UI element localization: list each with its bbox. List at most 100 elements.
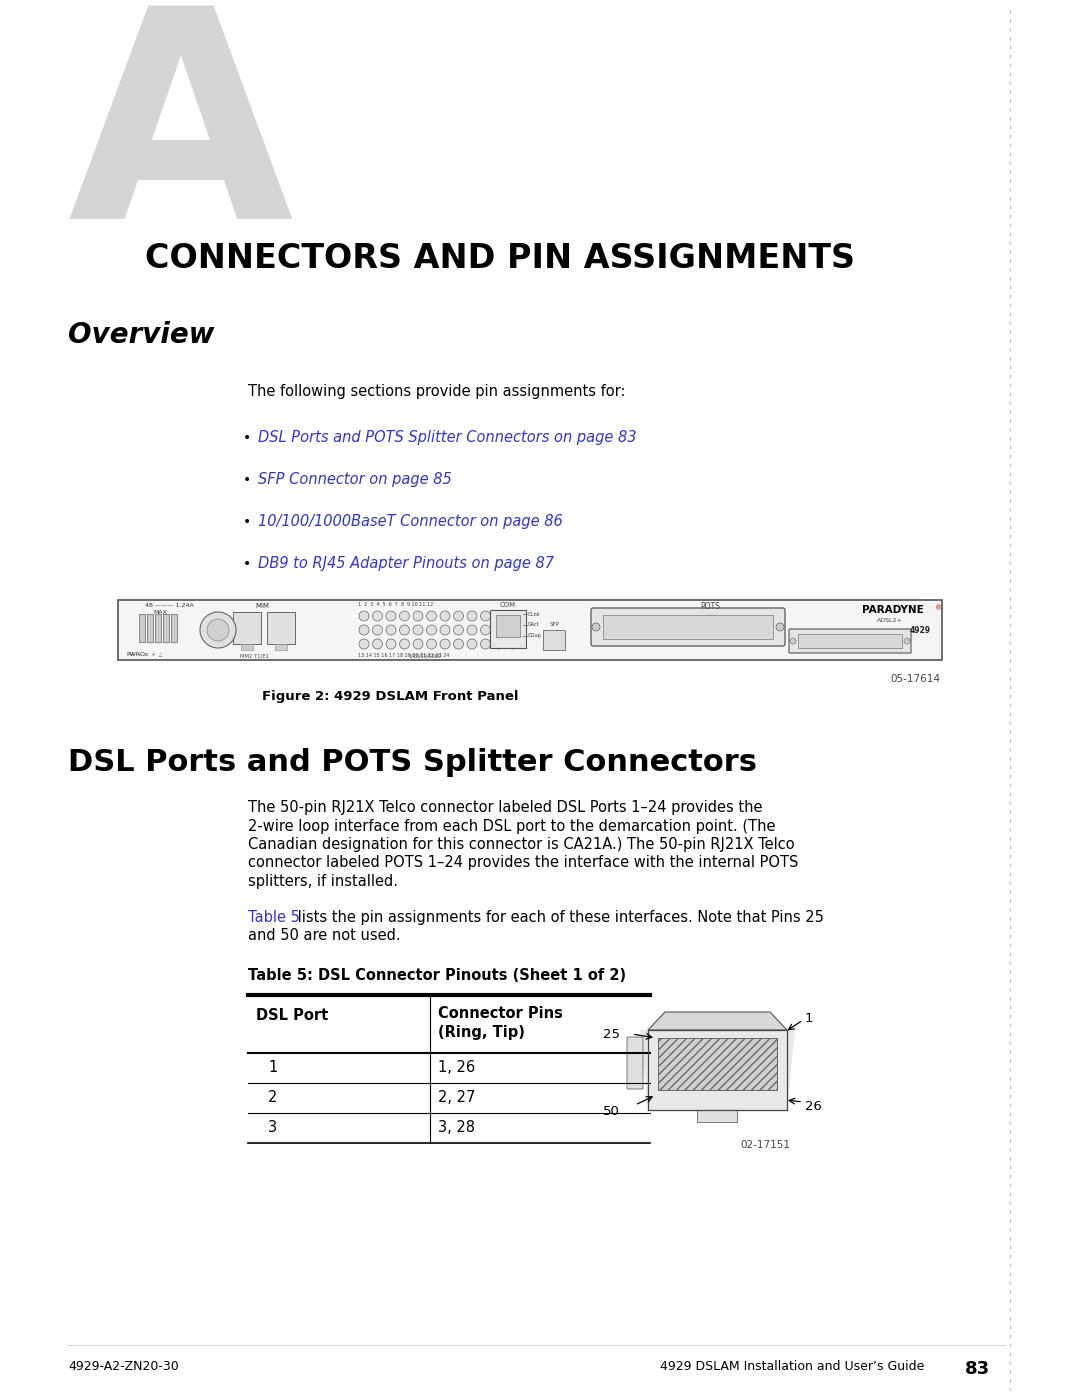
Text: 3, 28: 3, 28 <box>438 1120 475 1136</box>
FancyBboxPatch shape <box>789 629 912 652</box>
Text: DSL Ports and POTS Splitter Connectors on page 83: DSL Ports and POTS Splitter Connectors o… <box>258 430 636 446</box>
Text: 25: 25 <box>603 1028 620 1041</box>
Bar <box>603 615 773 638</box>
Text: 1/10/10/1000: 1/10/10/1000 <box>408 652 441 658</box>
FancyBboxPatch shape <box>627 1037 643 1090</box>
Circle shape <box>467 610 477 622</box>
FancyBboxPatch shape <box>233 612 261 644</box>
Bar <box>171 615 177 643</box>
Text: A: A <box>68 0 294 279</box>
Circle shape <box>400 624 409 636</box>
FancyBboxPatch shape <box>591 608 785 645</box>
Text: splitters, if installed.: splitters, if installed. <box>248 875 399 888</box>
Text: and 50 are not used.: and 50 are not used. <box>248 929 401 943</box>
Circle shape <box>904 638 910 644</box>
Circle shape <box>427 638 436 650</box>
Text: 1: 1 <box>805 1011 813 1025</box>
Bar <box>241 644 253 650</box>
Circle shape <box>400 638 409 650</box>
Text: 02-17151: 02-17151 <box>740 1140 789 1150</box>
Bar <box>697 1111 737 1122</box>
Circle shape <box>386 610 396 622</box>
Text: •: • <box>243 557 252 571</box>
Circle shape <box>440 610 450 622</box>
Text: 2-wire loop interface from each DSL port to the demarcation point. (The: 2-wire loop interface from each DSL port… <box>248 819 775 834</box>
Text: OLnk: OLnk <box>528 612 540 616</box>
Text: ADSL2+: ADSL2+ <box>877 617 903 623</box>
Text: Canadian designation for this connector is CA21A.) The 50-pin RJ21X Telco: Canadian designation for this connector … <box>248 837 795 852</box>
Text: 05-17614: 05-17614 <box>890 673 940 685</box>
Circle shape <box>400 610 409 622</box>
Text: The following sections provide pin assignments for:: The following sections provide pin assig… <box>248 384 625 400</box>
Text: 10/100/1000BaseT Connector on page 86: 10/100/1000BaseT Connector on page 86 <box>258 514 563 529</box>
Circle shape <box>592 623 600 631</box>
Circle shape <box>373 624 382 636</box>
Circle shape <box>427 610 436 622</box>
Text: 2, 27: 2, 27 <box>438 1091 475 1105</box>
Text: 4929 DSLAM Installation and User’s Guide: 4929 DSLAM Installation and User’s Guide <box>660 1361 924 1373</box>
Text: 3: 3 <box>268 1120 278 1136</box>
FancyBboxPatch shape <box>490 610 526 648</box>
Text: lists the pin assignments for each of these interfaces. Note that Pins 25: lists the pin assignments for each of th… <box>293 909 824 925</box>
Text: •: • <box>243 432 252 446</box>
Text: Table 5: Table 5 <box>248 909 300 925</box>
Circle shape <box>508 610 517 622</box>
Text: 4929-A2-ZN20-30: 4929-A2-ZN20-30 <box>68 1361 179 1373</box>
Text: PARADYNE: PARADYNE <box>862 605 923 615</box>
Text: Overview: Overview <box>68 321 214 349</box>
Circle shape <box>481 638 490 650</box>
Text: 26: 26 <box>805 1099 822 1113</box>
Bar <box>658 1038 777 1090</box>
Circle shape <box>207 619 229 641</box>
Circle shape <box>359 638 369 650</box>
Circle shape <box>440 624 450 636</box>
Text: ODup: ODup <box>528 633 542 638</box>
Circle shape <box>508 638 517 650</box>
Circle shape <box>200 612 237 648</box>
Polygon shape <box>648 1011 787 1030</box>
Circle shape <box>467 638 477 650</box>
Text: 4929: 4929 <box>910 626 931 636</box>
Text: OAct: OAct <box>528 623 540 627</box>
Text: Table 5: DSL Connector Pinouts (Sheet 1 of 2): Table 5: DSL Connector Pinouts (Sheet 1 … <box>248 968 626 983</box>
Text: ®: ® <box>935 605 942 610</box>
Text: 48 ——— 1.24A: 48 ——— 1.24A <box>145 604 193 608</box>
Bar <box>543 630 565 650</box>
Circle shape <box>359 610 369 622</box>
Text: SFP: SFP <box>550 623 559 627</box>
Bar <box>275 644 287 650</box>
Text: SFP Connector on page 85: SFP Connector on page 85 <box>258 472 451 488</box>
Text: 1, 26: 1, 26 <box>438 1060 475 1076</box>
Text: connector labeled POTS 1–24 provides the interface with the internal POTS: connector labeled POTS 1–24 provides the… <box>248 855 798 870</box>
Text: 2: 2 <box>268 1091 278 1105</box>
Text: MM2 T1/E1: MM2 T1/E1 <box>240 652 269 658</box>
Bar <box>496 615 519 637</box>
Circle shape <box>373 610 382 622</box>
Bar <box>147 615 153 643</box>
Circle shape <box>454 610 463 622</box>
Text: COM: COM <box>500 602 516 608</box>
Text: DSL Ports and POTS Splitter Connectors: DSL Ports and POTS Splitter Connectors <box>68 747 757 777</box>
Circle shape <box>481 610 490 622</box>
Bar <box>163 615 168 643</box>
Text: 1: 1 <box>268 1060 278 1076</box>
Circle shape <box>427 624 436 636</box>
Bar <box>139 615 145 643</box>
Circle shape <box>386 624 396 636</box>
Text: 13 14 15 16 17 18 19 20 21 22 23 24: 13 14 15 16 17 18 19 20 21 22 23 24 <box>357 652 449 658</box>
Circle shape <box>494 638 504 650</box>
Circle shape <box>467 624 477 636</box>
Circle shape <box>494 610 504 622</box>
Circle shape <box>508 624 517 636</box>
Text: •: • <box>243 474 252 488</box>
Circle shape <box>454 624 463 636</box>
Circle shape <box>789 638 796 644</box>
Bar <box>118 599 942 659</box>
FancyBboxPatch shape <box>267 612 295 644</box>
Circle shape <box>413 638 423 650</box>
Circle shape <box>481 624 490 636</box>
Circle shape <box>494 624 504 636</box>
Circle shape <box>454 638 463 650</box>
Circle shape <box>413 624 423 636</box>
Circle shape <box>359 624 369 636</box>
